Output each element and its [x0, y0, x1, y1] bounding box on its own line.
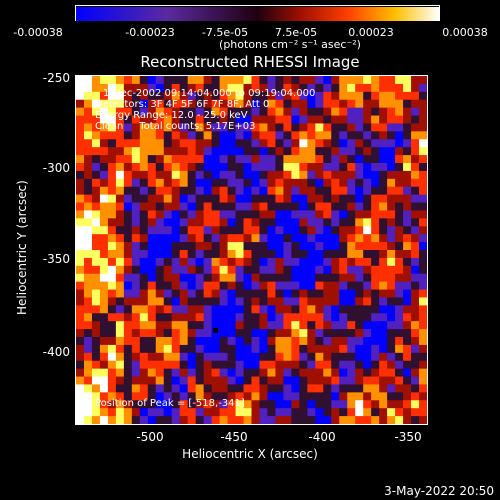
colorbar-tick-label: -0.00023 [125, 26, 175, 39]
colorbar-tick-label: 7.5e-05 [274, 26, 318, 39]
colorbar-tick-label: 0.00038 [442, 26, 488, 39]
peak-marker [213, 328, 218, 333]
y-tick-label: -300 [42, 161, 70, 175]
colorbar-unit-label: (photons cm⁻² s⁻¹ asec⁻²) [219, 38, 361, 51]
y-tick-label: -400 [42, 345, 70, 359]
overlay-detectors: Detectors: 3F 4F 5F 6F 7F 8F, Att 0 [95, 99, 270, 110]
colorbar-tick-label: -7.5e-05 [201, 26, 249, 39]
plot-title: Reconstructed RHESSI Image [140, 53, 360, 71]
colorbar-gradient [76, 7, 439, 21]
rhessi-image [75, 75, 428, 425]
x-tick-label: -500 [136, 430, 164, 444]
overlay-time-range: 1-Dec-2002 09:14:04.000 to 09:19:04.000 [103, 88, 316, 99]
colorbar [75, 5, 440, 21]
x-tick-label: -350 [394, 430, 422, 444]
x-tick-label: -450 [220, 430, 248, 444]
overlay-energy-range: Energy Range: 12.0 - 25.0 keV [95, 110, 248, 121]
y-tick-label: -250 [42, 71, 70, 85]
timestamp: 3-May-2022 20:50 [384, 484, 494, 498]
y-axis-label: Heliocentric Y (arcsec) [15, 180, 29, 315]
overlay-clean-counts: Clean Total counts: 5.17E+03 [95, 121, 256, 132]
x-tick-label: -400 [308, 430, 336, 444]
colorbar-tick-label: -0.00038 [13, 26, 63, 39]
overlay-peak-position: Position of Peak = [-518,-341] [95, 398, 245, 409]
x-axis-label: Heliocentric X (arcsec) [182, 447, 318, 461]
heatmap [76, 76, 427, 424]
colorbar-tick-label: 0.00023 [348, 26, 394, 39]
y-tick-label: -350 [42, 252, 70, 266]
